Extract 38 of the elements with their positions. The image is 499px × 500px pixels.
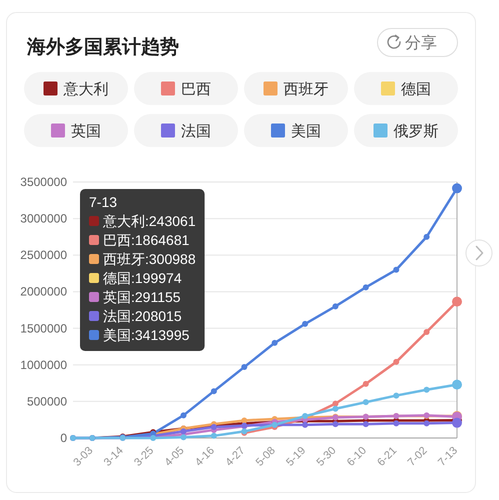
legend-label: 法国	[181, 123, 211, 140]
tooltip-label: 美国:3413995	[103, 327, 190, 343]
y-tick-label: 2500000	[20, 248, 68, 262]
y-tick-label: 0	[60, 431, 68, 445]
y-tick-label: 1500000	[20, 321, 68, 336]
legend-label: 德国	[401, 81, 431, 98]
x-tick-label: 6-10	[344, 444, 369, 469]
tooltip-label: 英国:291155	[103, 289, 181, 305]
y-tick-label: 3000000	[20, 212, 68, 226]
y-tick-label: 1000000	[20, 358, 68, 372]
legend-label: 巴西	[181, 81, 211, 98]
y-tick-label: 2000000	[20, 284, 68, 299]
tooltip-label: 德国:199974	[103, 270, 182, 286]
legend-item: 意大利	[24, 72, 128, 105]
legend-label: 英国	[71, 123, 101, 140]
legend-item: 巴西	[134, 72, 238, 105]
tooltip-header: 7-13	[89, 194, 118, 210]
x-tick-label: 6-21	[375, 444, 400, 469]
legend-item: 英国	[24, 114, 128, 147]
legend-item: 俄罗斯	[354, 114, 458, 147]
legend-label: 俄罗斯	[394, 123, 438, 140]
x-tick-label: 5-30	[314, 444, 339, 469]
chart-title: 海外多国累计趋势	[26, 36, 179, 58]
legend-item: 法国	[134, 114, 238, 147]
legend-label: 西班牙	[284, 81, 328, 98]
legend-item: 西班牙	[244, 72, 348, 105]
legend-label: 美国	[291, 123, 321, 140]
share-button: 分享	[377, 28, 458, 57]
x-tick-label: 5-19	[284, 444, 308, 469]
legend-item: 美国	[244, 114, 348, 147]
y-tick-label: 3500000	[20, 175, 68, 189]
tooltip-label: 法国:208015	[103, 308, 182, 324]
tooltip-label: 意大利:243061	[103, 213, 196, 229]
legend-item: 德国	[354, 72, 458, 105]
tooltip-label: 巴西:1864681	[103, 232, 190, 248]
legend-label: 意大利	[62, 81, 108, 98]
y-tick-label: 500000	[26, 394, 68, 408]
tooltip-label: 西班牙:300988	[103, 251, 196, 267]
